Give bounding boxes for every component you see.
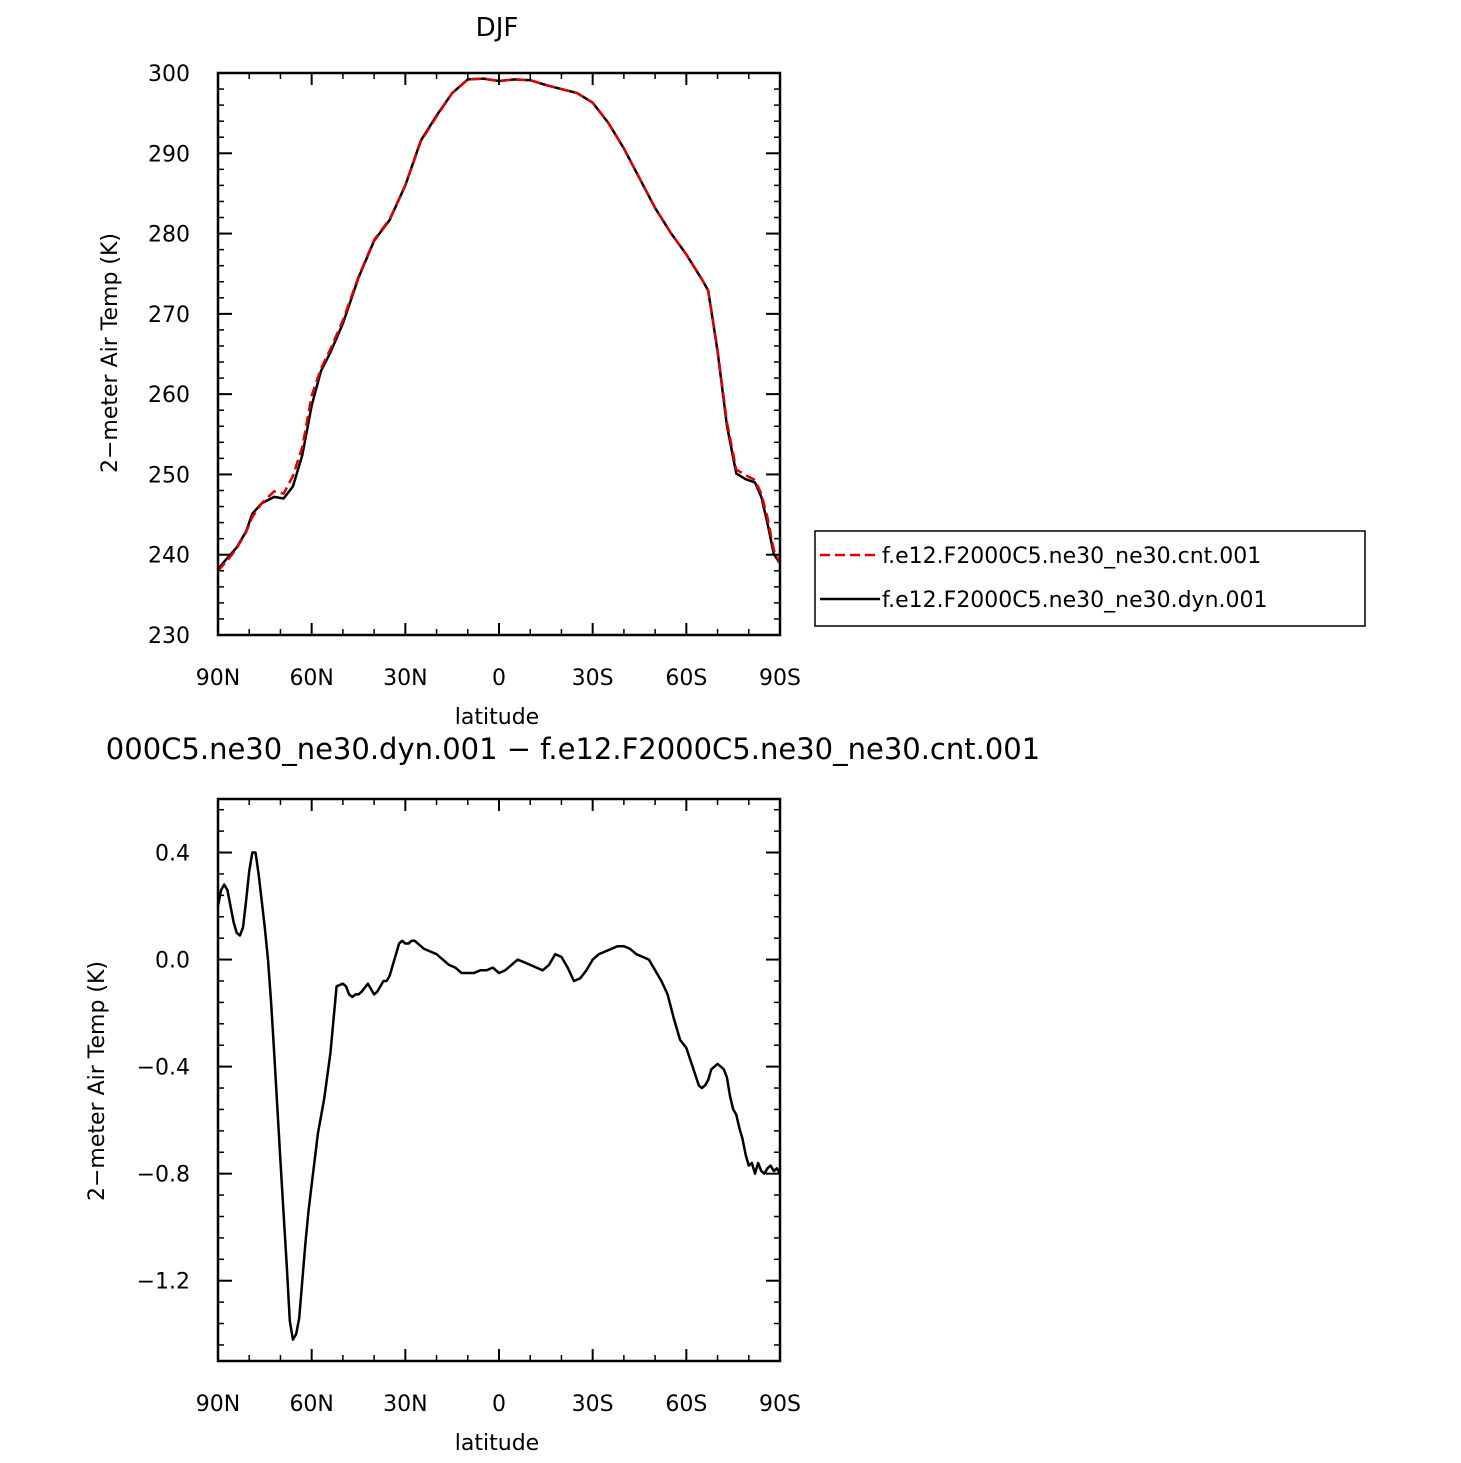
top-x-tick-label: 60N [289, 666, 333, 691]
bottom-chart-title: 000C5.ne30_ne30.dyn.001 − f.e12.F2000C5.… [106, 732, 1040, 766]
top-x-tick-label: 90N [196, 666, 240, 691]
top-y-tick-label: 250 [148, 463, 190, 488]
top-chart-title: DJF [476, 13, 519, 43]
top-x-axis-label: latitude [455, 705, 539, 730]
bottom-plot-area: 90N 60N 30N 0 30S 60S 90S −1.2 −0.8 −0.4 0.0 0.4 [137, 797, 801, 1417]
top-x-tick-label: 60S [665, 666, 707, 691]
top-series-line-cnt [217, 77, 782, 572]
top-x-tick-label: 90S [759, 666, 801, 691]
bottom-x-tick-label: 90N [196, 1392, 240, 1417]
bottom-y-tick-label: −1.2 [137, 1270, 190, 1295]
bottom-x-tick-label: 30N [383, 1392, 427, 1417]
top-y-tick-label: 260 [148, 383, 190, 408]
bottom-x-tick-label: 60N [289, 1392, 333, 1417]
top-y-axis-label: 2−meter Air Temp (K) [98, 233, 123, 473]
bottom-x-tick-label: 0 [492, 1392, 506, 1417]
top-x-tick-label: 30N [383, 666, 427, 691]
bottom-y-tick-label: −0.4 [137, 1056, 190, 1081]
top-plot-area: 90N 60N 30N 0 30S 60S 90S 230 240 250 260 270 280 290… [148, 62, 801, 691]
top-x-tick-label: 30S [572, 666, 614, 691]
top-y-tick-label: 290 [148, 142, 190, 167]
top-y-tick-label: 240 [148, 544, 190, 569]
top-plot-frame [216, 71, 782, 637]
bottom-y-axis-label: 2−meter Air Temp (K) [85, 961, 110, 1201]
top-y-tick-label: 230 [148, 624, 190, 649]
bottom-plot-frame [216, 797, 782, 1363]
bottom-x-tick-label: 30S [572, 1392, 614, 1417]
top-y-tick-label: 300 [148, 62, 190, 87]
bottom-x-tick-label: 60S [665, 1392, 707, 1417]
legend: f.e12.F2000C5.ne30_ne30.cnt.001 f.e12.F2… [814, 530, 1366, 627]
legend-box [814, 530, 1366, 627]
top-y-tick-label: 280 [148, 223, 190, 248]
top-y-tick-label: 270 [148, 303, 190, 328]
bottom-x-axis-label: latitude [455, 1431, 539, 1456]
bottom-y-tick-label: −0.8 [137, 1163, 190, 1188]
top-x-tick-label: 0 [492, 666, 506, 691]
bottom-series-line-diff [216, 851, 782, 1341]
legend-label-cnt: f.e12.F2000C5.ne30_ne30.cnt.001 [882, 544, 1261, 569]
legend-label-dyn: f.e12.F2000C5.ne30_ne30.dyn.001 [882, 588, 1268, 613]
bottom-y-tick-label: 0.0 [155, 949, 190, 974]
bottom-x-tick-label: 90S [759, 1392, 801, 1417]
bottom-y-tick-label: 0.4 [155, 842, 190, 867]
top-series-line-dyn [217, 77, 782, 570]
